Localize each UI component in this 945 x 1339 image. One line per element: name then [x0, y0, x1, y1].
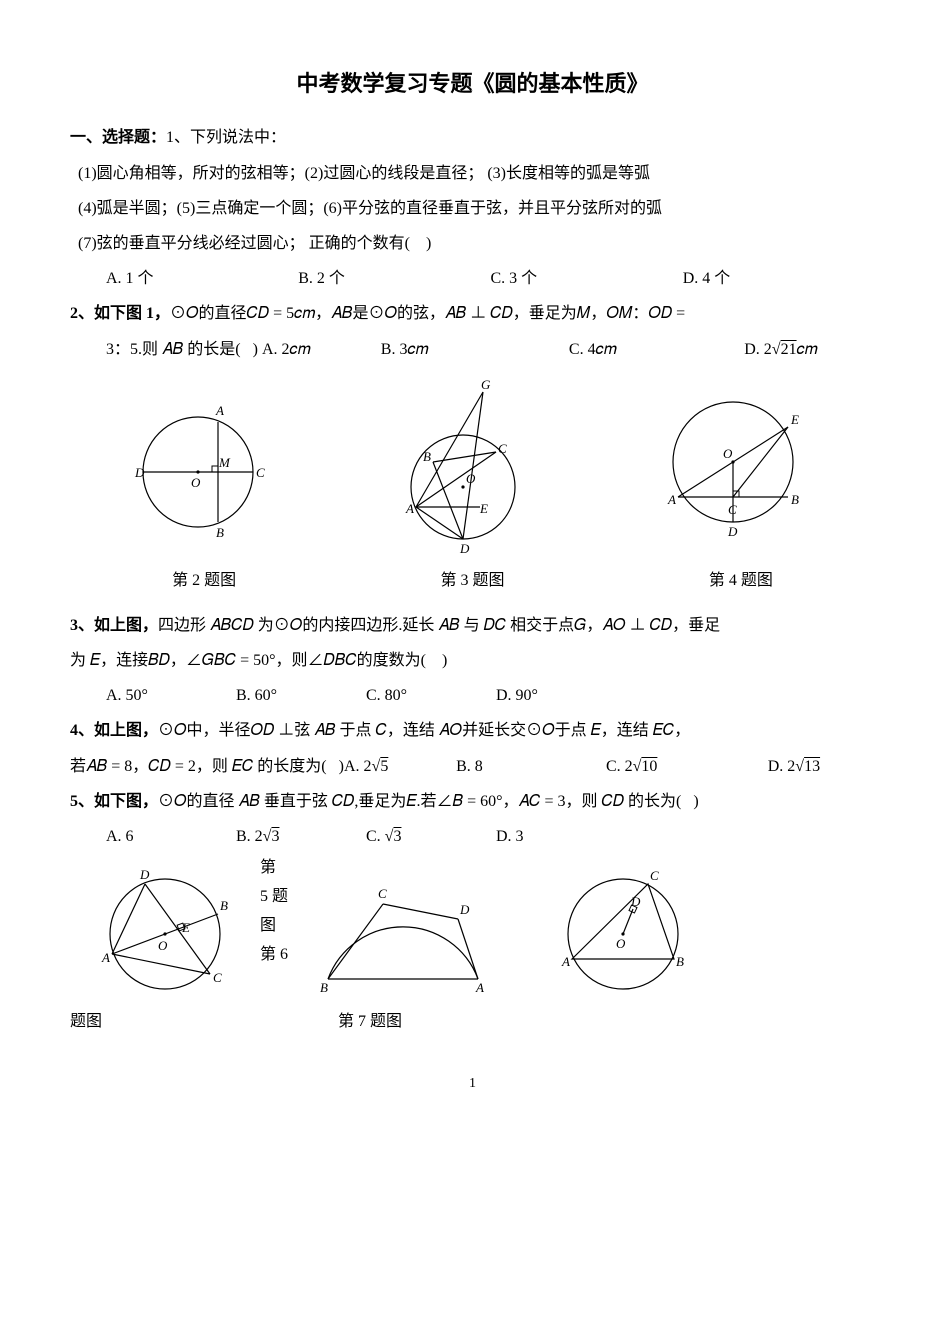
bottom-label-mid: 第 7 题图 [270, 1004, 470, 1039]
svg-text:A: A [215, 403, 224, 418]
svg-text:A: A [475, 980, 484, 995]
q1-options: A. 1 个 B. 2 个 C. 3 个 D. 4 个 [106, 261, 875, 296]
svg-text:O: O [723, 446, 733, 461]
svg-text:O: O [191, 475, 201, 490]
figure-labels-1: 第 2 题图 第 3 题图 第 4 题图 [70, 563, 875, 598]
figure-q6: B A C D [288, 854, 508, 1004]
svg-text:D: D [134, 465, 145, 480]
q2-line2: 3：5.则 𝐴𝐵 的长是( ) A. 2𝑐𝑚 B. 3𝑐𝑚 C. 4𝑐𝑚 D. … [106, 332, 875, 367]
svg-text:A: A [561, 954, 570, 969]
q5-opt-d: D. 3 [496, 819, 626, 854]
q4-opt-b: B. 8 [388, 749, 550, 784]
svg-text:B: B [220, 898, 228, 913]
q2-opt-b: B. 3𝑐𝑚 [311, 332, 499, 367]
q1-num: 1、 [166, 129, 190, 146]
svg-text:O: O [616, 936, 626, 951]
q1-line2: (4)弧是半圆；(5)三点确定一个圆；(6)平分弦的直径垂直于弦，并且平分弦所对… [78, 191, 875, 226]
q1-line1: (1)圆心角相等，所对的弦相等；(2)过圆心的线段是直径； (3)长度相等的弧是… [78, 156, 875, 191]
page-number: 1 [70, 1069, 875, 1100]
svg-text:A: A [101, 950, 110, 965]
svg-text:B: B [216, 525, 224, 540]
fig3-label: 第 3 题图 [338, 563, 606, 598]
q1-opt-b: B. 2 个 [298, 261, 490, 296]
doc-title: 中考数学复习专题《圆的基本性质》 [70, 60, 875, 108]
svg-text:E: E [790, 412, 799, 427]
bottom-labels: 题图 第 7 题图 [70, 1004, 875, 1039]
figure-q2: A D C B M O [113, 387, 283, 547]
q5-line1: 5、如下图，⊙𝑂的直径 𝐴𝐵 垂直于弦 𝐶𝐷,垂足为𝐸.若∠𝐵 = 60°，𝐴𝐶… [70, 784, 875, 819]
svg-text:E: E [181, 920, 190, 935]
svg-text:D: D [630, 894, 641, 909]
q3-opt-d: D. 90° [496, 678, 626, 713]
svg-text:C: C [728, 502, 737, 517]
q1-opt-a: A. 1 个 [106, 261, 298, 296]
section-1: 一、选择题：1、下列说法中： [70, 120, 875, 155]
svg-text:G: G [481, 377, 491, 392]
q2-line1: 2、如下图 1，⊙𝑂的直径𝐶𝐷 = 5𝑐𝑚，𝐴𝐵是⊙𝑂的弦，𝐴𝐵 ⊥ 𝐶𝐷，垂足… [70, 296, 875, 331]
svg-text:C: C [256, 465, 265, 480]
section-1-head: 一、选择题： [70, 129, 166, 146]
bottom-label-left: 题图 [70, 1004, 270, 1039]
q3-opt-a: A. 50° [106, 678, 236, 713]
figure-row-1: A D C B M O G B C A D O E E A B C [70, 377, 875, 557]
svg-text:O: O [158, 938, 168, 953]
q3-opt-b: B. 60° [236, 678, 366, 713]
svg-text:D: D [459, 902, 470, 917]
fig4-label: 第 4 题图 [607, 563, 875, 598]
q3-options: A. 50° B. 60° C. 80° D. 90° [106, 678, 626, 713]
q4-line2: 若𝐴𝐵 = 8，𝐶𝐷 = 2，则 𝐸𝐶 的长度为( )A. 2√5 B. 8 C… [70, 749, 875, 784]
q2-opt-c: C. 4𝑐𝑚 [499, 332, 687, 367]
svg-text:M: M [218, 455, 231, 470]
fig56-side-label: 第 5 题 图 第 6 [260, 854, 288, 969]
svg-text:B: B [791, 492, 799, 507]
figure-q4: E A B C D O [633, 382, 833, 552]
svg-text:C: C [498, 441, 507, 456]
svg-text:B: B [676, 954, 684, 969]
svg-text:A: A [405, 501, 414, 516]
q3-line2: 为 𝐸，连接𝐵𝐷，∠𝐺𝐵𝐶 = 50°，则∠𝐷𝐵𝐶的度数为( ) [70, 643, 875, 678]
svg-text:C: C [213, 970, 222, 985]
svg-text:D: D [459, 541, 470, 556]
svg-text:O: O [466, 471, 476, 486]
svg-text:A: A [667, 492, 676, 507]
q2-opt-d: D. 2√21𝑐𝑚 [687, 332, 875, 367]
q1-opt-d: D. 4 个 [683, 261, 875, 296]
svg-text:D: D [727, 524, 738, 539]
svg-text:C: C [378, 886, 387, 901]
q5-opt-b: B. 2√3 [236, 819, 366, 854]
q5-opt-c: C. √3 [366, 819, 496, 854]
q1-opt-c: C. 3 个 [491, 261, 683, 296]
svg-text:C: C [650, 868, 659, 883]
svg-text:D: D [139, 867, 150, 882]
q4-opt-d: D. 2√13 [713, 749, 875, 784]
figure-q7: A B C D O [538, 854, 708, 1004]
q5-opt-a: A. 6 [106, 819, 236, 854]
fig2-label: 第 2 题图 [70, 563, 338, 598]
svg-text:B: B [320, 980, 328, 995]
figure-q5: D B A C E O [70, 854, 260, 1004]
svg-text:B: B [423, 449, 431, 464]
q4-opt-c: C. 2√10 [551, 749, 713, 784]
figure-q3: G B C A D O E [368, 377, 548, 557]
q1-lead: 下列说法中： [190, 129, 286, 146]
q3-line1: 3、如上图，四边形 𝐴𝐵𝐶𝐷 为⊙𝑂的内接四边形.延长 𝐴𝐵 与 𝐷𝐶 相交于点… [70, 608, 875, 643]
q4-line1: 4、如上图，⊙𝑂中，半径𝑂𝐷 ⊥弦 𝐴𝐵 于点 𝐶，连结 𝐴𝑂并延长交⊙𝑂于点 … [70, 713, 875, 748]
q1-line3: (7)弦的垂直平分线必经过圆心； 正确的个数有( ) [78, 226, 875, 261]
q5-options: A. 6 B. 2√3 C. √3 D. 3 [106, 819, 626, 854]
svg-text:E: E [479, 501, 488, 516]
figure-row-2: D B A C E O 第 5 题 图 第 6 B A C D A B C D … [70, 854, 875, 1004]
q3-opt-c: C. 80° [366, 678, 496, 713]
